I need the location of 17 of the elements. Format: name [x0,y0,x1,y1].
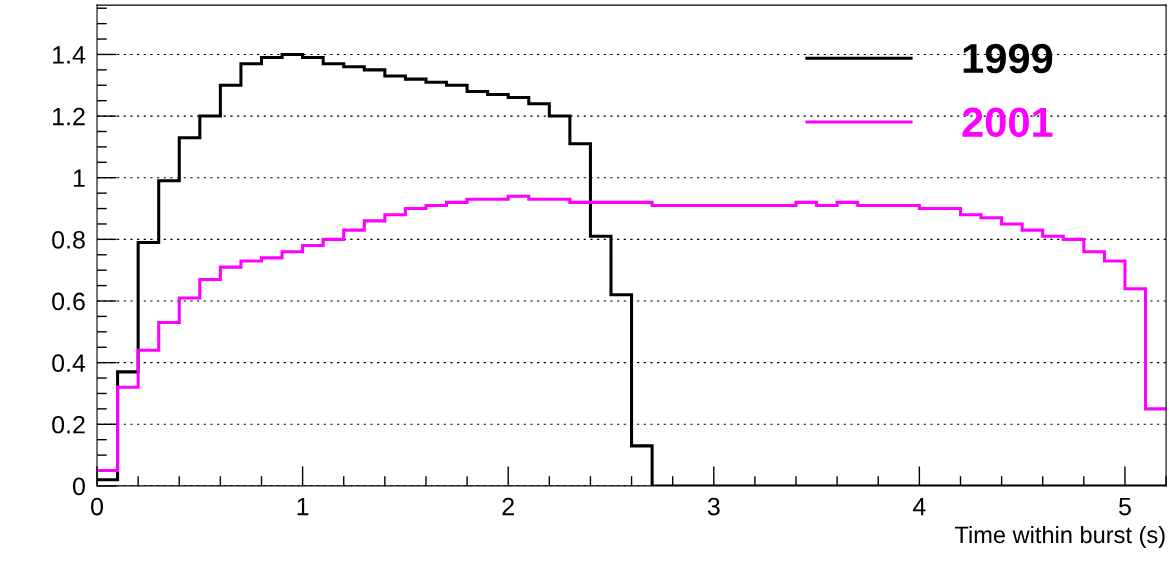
legend-label: 1999 [963,43,1053,74]
x-tick-label: 5 [1119,497,1131,516]
legend-label: 2001 [962,107,1053,138]
x-tick-label: 0 [91,497,103,516]
y-tick-label: 0.6 [52,292,85,311]
y-tick-label: 1 [73,169,85,187]
x-axis-title: Time within burst (s) [954,525,1165,548]
y-tick-label: 0.8 [52,230,85,249]
y-tick-label: 0.2 [52,415,85,434]
x-tick-label: 2 [502,497,514,516]
x-tick-label: 1 [297,497,309,516]
y-tick-label: 1.4 [53,46,86,64]
x-tick-label: 3 [707,497,720,516]
y-tick-label: 1.2 [53,107,85,126]
y-tick-label: 0.4 [52,354,86,372]
y-tick-label: 0 [72,477,85,496]
x-tick-label: 4 [913,497,926,516]
